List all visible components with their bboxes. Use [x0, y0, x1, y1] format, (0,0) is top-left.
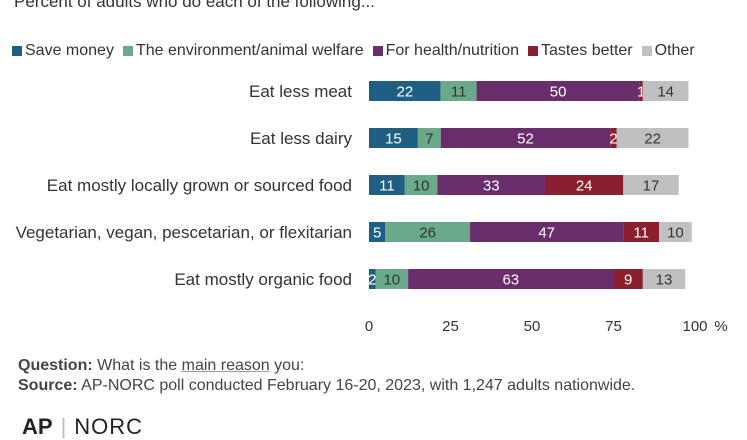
question-note: Question: What is the main reason you: [18, 356, 635, 376]
bar-segment [623, 222, 660, 242]
source-text: AP-NORC poll conducted February 16-20, 2… [81, 377, 636, 394]
data-label: 9 [624, 272, 632, 289]
question-text-pre: What is the [97, 357, 178, 374]
x-tick-label: 75 [605, 318, 622, 335]
data-label: 2 [368, 272, 376, 289]
source-label: Source: [18, 377, 78, 394]
legend-label: The environment/animal welfare [135, 42, 364, 59]
chart-subtitle: Percent of adults who do each of the fol… [14, 0, 376, 11]
question-text-post: you: [274, 357, 305, 374]
x-axis-unit: % [714, 318, 727, 335]
data-label: 47 [538, 225, 555, 242]
legend-swatch [372, 46, 383, 56]
bar-segment [437, 175, 546, 195]
x-tick-label: 50 [524, 318, 541, 335]
norc-logo: NORC [74, 414, 144, 439]
data-label: 10 [413, 178, 430, 195]
data-label: 11 [379, 178, 395, 195]
bar-segment [440, 81, 477, 101]
data-label: 15 [385, 131, 402, 148]
legend-label: Tastes better [541, 42, 633, 59]
data-label: 17 [643, 178, 660, 195]
legend-swatch [528, 46, 539, 56]
logo-bar: AP | NORC [22, 414, 143, 440]
x-tick-label: 100 [682, 318, 707, 335]
data-label: 2 [609, 131, 617, 148]
question-link[interactable]: main reason [181, 357, 270, 374]
bar-segment [375, 269, 409, 289]
legend-item: Other [641, 42, 695, 60]
legend-label: Other [654, 42, 695, 59]
legend-label: Save money [25, 42, 114, 59]
bar-segment [610, 128, 617, 148]
category-label: Vegetarian, vegan, pescetarian, or flexi… [16, 223, 352, 242]
legend-swatch [12, 46, 22, 56]
bar-segment [476, 81, 640, 101]
bar-segment [404, 175, 438, 195]
x-tick-label: 0 [365, 318, 373, 335]
data-label: 5 [373, 225, 381, 242]
data-label: 22 [397, 84, 414, 101]
bar-segment [613, 269, 643, 289]
question-label: Question: [18, 357, 93, 374]
data-label: 52 [517, 131, 534, 148]
data-label: 33 [483, 178, 500, 195]
category-label: Eat less meat [249, 82, 352, 101]
chart-legend: Save money The environment/animal welfare… [12, 42, 704, 60]
legend-label: For health/nutrition [385, 42, 520, 59]
bar-segment [369, 128, 418, 148]
bar-segment [440, 128, 611, 148]
bar-segment [369, 269, 376, 289]
data-label: 13 [656, 272, 673, 289]
chart-notes: Question: What is the main reason you: S… [18, 356, 635, 396]
data-label: 10 [667, 225, 684, 242]
data-label: 26 [419, 225, 436, 242]
x-tick-label: 25 [442, 318, 459, 335]
bar-segment [385, 222, 471, 242]
data-label: 7 [425, 131, 433, 148]
bar-segment [369, 222, 386, 242]
data-label: 11 [451, 84, 467, 101]
data-label: 10 [383, 272, 400, 289]
legend-swatch [122, 46, 133, 56]
category-label: Eat mostly locally grown or sourced food [47, 176, 352, 195]
bar-segment [659, 222, 692, 242]
legend-item: Tastes better [528, 42, 633, 60]
bar-segment [369, 175, 405, 195]
data-label: 63 [502, 272, 519, 289]
bar-segment [639, 81, 643, 101]
logo-divider: | [60, 414, 67, 439]
legend-item: For health/nutrition [372, 42, 520, 60]
data-label: 11 [633, 225, 649, 242]
bar-segment [470, 222, 624, 242]
data-label: 50 [550, 84, 567, 101]
bar-segment [642, 269, 686, 289]
ap-logo: AP [22, 414, 53, 439]
data-label: 24 [576, 178, 593, 195]
bar-segment [616, 128, 689, 148]
category-label: Eat less dairy [250, 129, 353, 148]
data-label: 1 [637, 84, 645, 101]
bar-segment [623, 175, 679, 195]
legend-item: Save money [12, 42, 114, 60]
bar-segment [545, 175, 624, 195]
source-note: Source: AP-NORC poll conducted February … [18, 376, 635, 396]
category-label: Eat mostly organic food [174, 270, 352, 289]
legend-swatch [641, 46, 652, 56]
bar-segment [642, 81, 689, 101]
bar-segment [408, 269, 614, 289]
data-label: 22 [644, 131, 661, 148]
bar-segment [417, 128, 441, 148]
bar-segment [369, 81, 441, 101]
legend-item: The environment/animal welfare [122, 42, 364, 60]
data-label: 14 [657, 84, 674, 101]
